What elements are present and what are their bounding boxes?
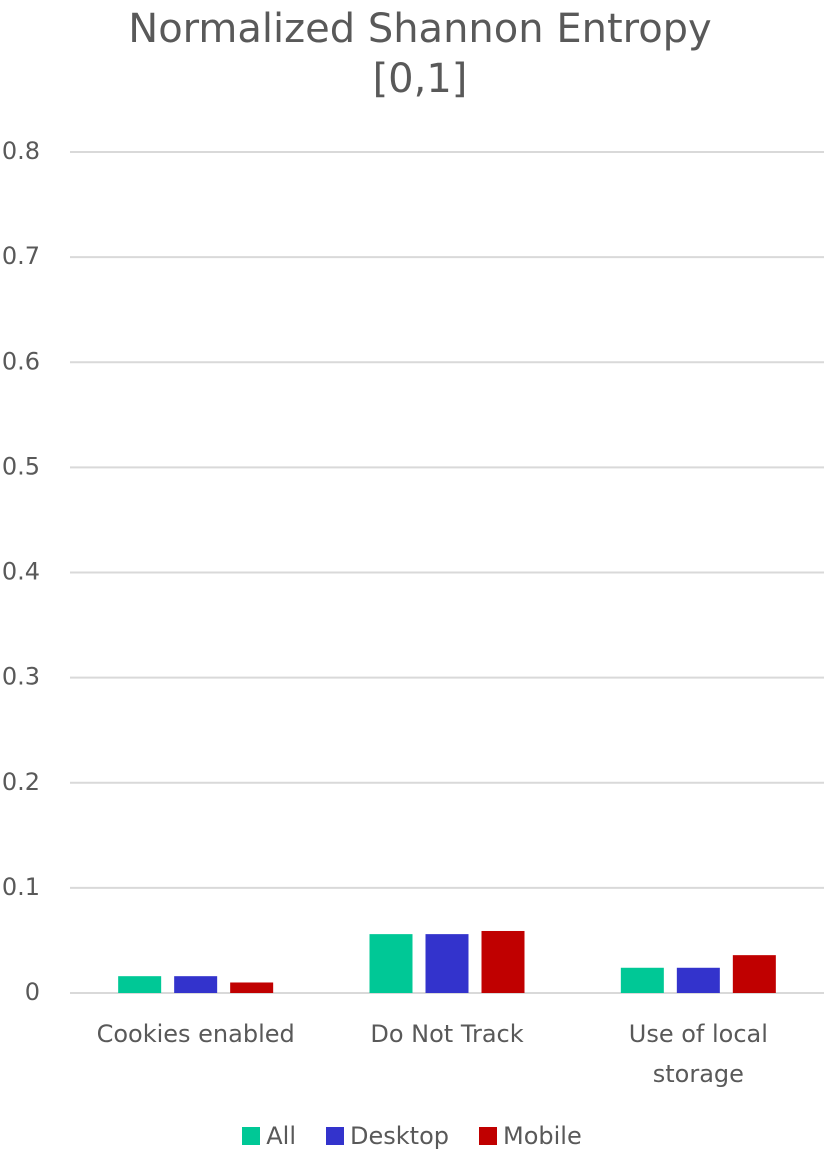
y-tick-label: 0.4 [2, 558, 40, 586]
legend: All Desktop Mobile [0, 1122, 824, 1150]
y-tick-label: 0 [25, 978, 40, 1006]
y-tick-label: 0.8 [2, 137, 40, 165]
y-tick-label: 0.5 [2, 452, 40, 480]
legend-swatch [479, 1127, 497, 1145]
bar [369, 934, 413, 993]
legend-label: Mobile [503, 1122, 582, 1150]
legend-swatch [326, 1127, 345, 1145]
y-tick-label: 0.6 [2, 347, 40, 375]
legend-label: Desktop [350, 1122, 449, 1150]
y-tick-label: 0.3 [2, 663, 40, 691]
bar [481, 930, 525, 993]
bar [174, 976, 218, 993]
legend-swatch [242, 1127, 261, 1145]
bar [425, 934, 469, 993]
legend-label: All [266, 1122, 297, 1150]
chart-title: Normalized Shannon Entropy [0,1] [128, 6, 712, 102]
bar [620, 967, 664, 993]
x-tick-label: Do Not Track [370, 1020, 524, 1048]
y-tick-label: 0.1 [2, 873, 40, 901]
bar [676, 967, 720, 993]
x-tick-label: Cookies enabled [96, 1020, 295, 1048]
legend-item: Mobile [479, 1122, 582, 1150]
bar [118, 976, 162, 993]
y-tick-label: 0.7 [2, 242, 40, 270]
legend-item: All [242, 1122, 296, 1150]
legend-item: Desktop [326, 1122, 449, 1150]
bar [732, 955, 776, 993]
x-tick-label: Use of local storage [628, 1020, 768, 1088]
y-tick-label: 0.2 [2, 768, 40, 796]
bar [230, 982, 274, 993]
